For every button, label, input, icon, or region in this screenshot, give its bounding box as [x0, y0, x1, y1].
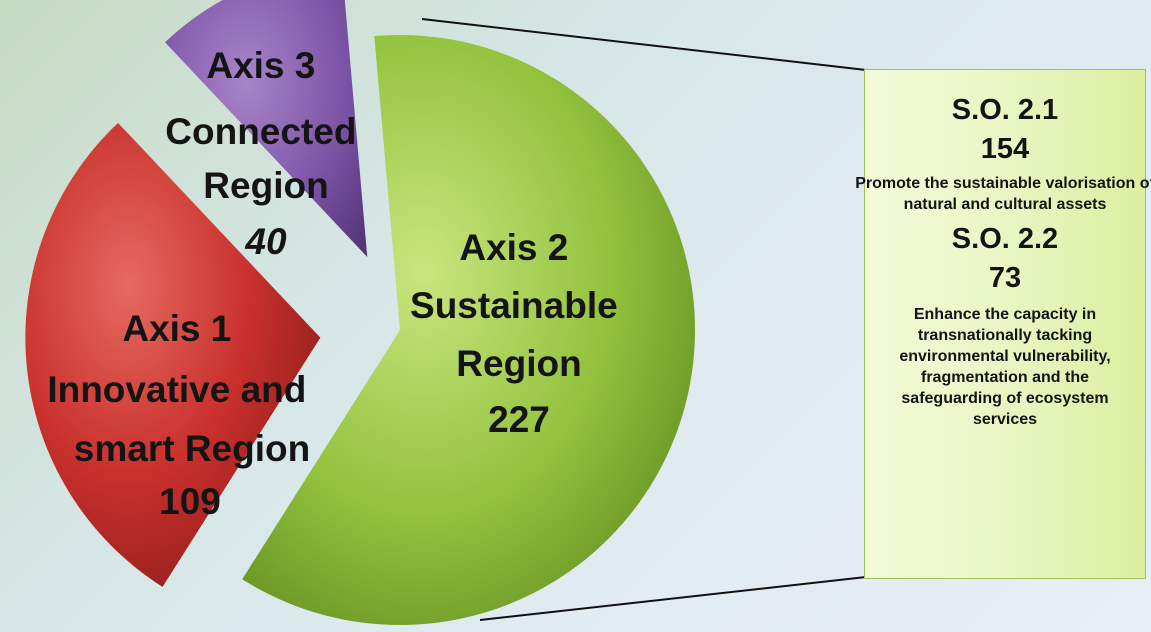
so-2-2-code: S.O. 2.2	[951, 223, 1059, 255]
connector-line-bottom	[479, 576, 867, 621]
connector-line-top	[421, 18, 867, 71]
slice-value-axis-1: 109	[159, 481, 221, 522]
slice-label-axis-1: Axis 1 Innovative and smart Region	[47, 308, 316, 469]
pie-slice-axis-1	[25, 122, 321, 587]
so-2-2-description: Enhance the capacity in transnationally …	[899, 306, 1111, 428]
slice-label-axis-3: Axis 3 Connected Region	[165, 45, 366, 206]
so-2-2-value: 73	[988, 262, 1022, 294]
pie-slice-axis-2	[242, 35, 695, 626]
slice-label-axis-2: Axis 2 Sustainable Region	[410, 227, 628, 384]
slice-value-axis-2: 227	[488, 399, 550, 440]
slice-value-axis-3: 40	[244, 221, 287, 262]
so-2-1-description: Promote the sustainable valorisation of …	[855, 175, 1151, 213]
so-2-1-value: 154	[980, 133, 1030, 165]
pie-slice-axis-3	[164, 0, 368, 258]
breakdown-box: S.O. 2.1 154 Promote the sustainable val…	[855, 69, 1151, 579]
so-2-1-code: S.O. 2.1	[951, 94, 1059, 126]
